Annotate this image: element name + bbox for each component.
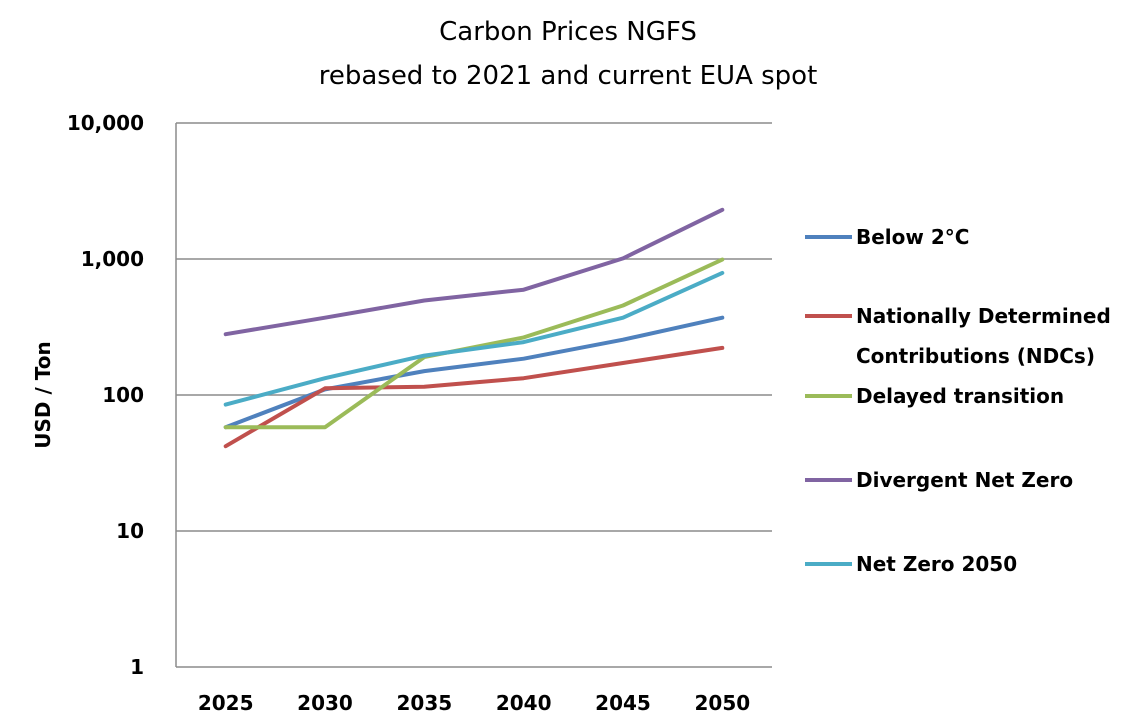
x-tick-label: 2025 (198, 691, 254, 715)
series-lines (223, 207, 725, 449)
y-tick-label: 1 (130, 655, 144, 679)
legend-label: Delayed transition (856, 384, 1064, 408)
chart-title-line: Carbon Prices NGFS (439, 17, 697, 47)
x-tick-label: 2040 (496, 691, 552, 715)
series-line-nationally-determined-contributions-ndcs (223, 345, 725, 449)
legend-item: Below 2°C (805, 225, 969, 249)
y-tick-label: 10,000 (67, 111, 144, 135)
legend-item: Nationally Determined Contributions (NDCs… (805, 304, 1111, 368)
legend-label: Divergent Net Zero (856, 468, 1073, 492)
x-tick-label: 2035 (396, 691, 452, 715)
legend-item: Divergent Net Zero (805, 468, 1073, 492)
x-tick-label: 2050 (694, 691, 750, 715)
gridlines (176, 122, 772, 532)
legend-label: Contributions (NDCs) (856, 344, 1095, 368)
x-tick-label: 2030 (297, 691, 353, 715)
x-tick-label: 2045 (595, 691, 651, 715)
series-line-net-zero-2050 (223, 270, 725, 407)
y-axis-label: USD / Ton (31, 341, 55, 448)
legend-label: Net Zero 2050 (856, 552, 1017, 576)
y-tick-label: 10 (116, 519, 144, 543)
legend: Below 2°C Nationally Determined Contributi… (805, 225, 1111, 576)
y-axis-title: USD / Ton (31, 341, 55, 448)
x-tick-labels: 2025 2030 2035 2040 2045 2050 (198, 691, 750, 715)
y-tick-label: 100 (102, 383, 144, 407)
legend-label: Below 2°C (856, 225, 969, 249)
y-tick-label: 1,000 (81, 247, 144, 271)
legend-item: Net Zero 2050 (805, 552, 1017, 576)
legend-label: Nationally Determined (856, 304, 1111, 328)
chart-title: Carbon Prices NGFS rebased to 2021 and cu… (319, 17, 818, 91)
y-tick-labels: 1 10 100 1,000 10,000 (67, 111, 144, 679)
series-line-divergent-net-zero (223, 207, 725, 337)
chart-title-line: rebased to 2021 and current EUA spot (319, 61, 818, 91)
axes (175, 123, 772, 668)
legend-item: Delayed transition (805, 384, 1064, 408)
series-line-below-2-c (223, 315, 725, 430)
